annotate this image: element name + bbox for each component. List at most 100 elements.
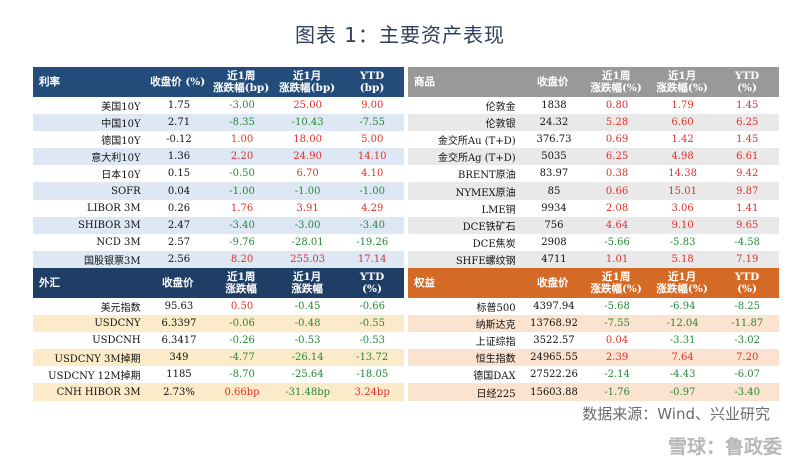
cell-ytd: 3.24bp bbox=[354, 386, 390, 398]
cell-ytd: -8.25 bbox=[734, 301, 761, 313]
cell-week-change: -5.68 bbox=[604, 301, 630, 313]
cell-close: 0.15 bbox=[167, 168, 191, 180]
table-row: SOFR 0.04 -1.00 -1.00 -1.00 bbox=[33, 182, 404, 200]
header-close: 收盘价 (%) bbox=[150, 76, 206, 88]
cell-close: 349 bbox=[169, 352, 189, 364]
table-row: LIBOR 3M 0.26 1.76 3.91 4.29 bbox=[33, 199, 404, 217]
header-month-change: 近1月 涨跌幅(%) bbox=[656, 70, 708, 94]
cell-week-change: -2.14 bbox=[604, 369, 630, 381]
cell-month-change: 3.06 bbox=[671, 202, 694, 214]
cell-close: 756 bbox=[544, 219, 564, 231]
cell-ytd: -19.26 bbox=[356, 236, 389, 248]
cell-name: USDCNY 3M掉期 bbox=[54, 354, 141, 366]
cell-close: 376.73 bbox=[536, 134, 572, 146]
cell-name: USDCNH bbox=[92, 335, 141, 347]
table-row: 意大利10Y 1.36 2.20 24.90 14.10 bbox=[33, 148, 404, 166]
cell-close: 0.04 bbox=[167, 185, 191, 197]
cell-close: 2.71 bbox=[167, 117, 191, 129]
cell-week-change: -8.70 bbox=[229, 369, 255, 381]
cell-name: 金交所Ag (T+D) bbox=[437, 153, 516, 165]
cell-month-change: 4.98 bbox=[671, 151, 694, 163]
table-row: 伦敦金 1838 0.80 1.79 1.45 bbox=[408, 97, 779, 115]
cell-ytd: -0.55 bbox=[359, 318, 386, 330]
equity-panel: 权益 收盘价 近1周 涨跌幅(%) 近1月 涨跌幅(%) YTD (%) 标普500 4397.9… bbox=[408, 268, 779, 401]
cell-name: DCE铁矿石 bbox=[462, 221, 516, 233]
cell-ytd: 9.65 bbox=[736, 219, 759, 231]
cell-week-change: -7.55 bbox=[604, 318, 630, 330]
cell-name: 日本10Y bbox=[101, 170, 141, 182]
cell-close: 1.36 bbox=[167, 151, 191, 163]
cell-month-change: -0.53 bbox=[294, 335, 321, 347]
cell-ytd: -4.58 bbox=[734, 236, 761, 248]
header-name: 利率 bbox=[39, 76, 60, 88]
cell-month-change: -26.14 bbox=[291, 352, 324, 364]
table-row: 纳斯达克 13768.92 -7.55 -12.04 -11.87 bbox=[408, 315, 779, 333]
table-row: SHIBOR 3M 2.47 -3.40 -3.00 -3.40 bbox=[33, 216, 404, 234]
header-name: 商品 bbox=[414, 76, 435, 88]
cell-week-change: 0.04 bbox=[605, 335, 629, 347]
table-body: 美国10Y 1.75 -3.00 25.00 9.00 中国10Y 2.71 -8.35 -10… bbox=[33, 97, 404, 268]
table-row: 日经225 15603.88 -1.76 -0.97 -3.40 bbox=[408, 383, 779, 401]
cell-week-change: -9.76 bbox=[229, 236, 255, 248]
cell-ytd: 5.00 bbox=[361, 134, 384, 146]
cell-ytd: 17.14 bbox=[357, 253, 387, 265]
cell-month-change: -5.83 bbox=[669, 236, 696, 248]
cell-week-change: -8.35 bbox=[229, 117, 255, 129]
header-name: 权益 bbox=[414, 277, 435, 289]
table-row: 恒生指数 24965.55 2.39 7.64 7.20 bbox=[408, 349, 779, 367]
watermark: 雪球：鲁政委 bbox=[667, 436, 782, 458]
header-week-change: 近1周 涨跌幅 bbox=[225, 271, 257, 295]
cell-week-change: -0.50 bbox=[229, 168, 255, 180]
cell-ytd: 6.25 bbox=[736, 117, 759, 129]
cell-week-change: 0.66bp bbox=[224, 386, 260, 398]
table-row: 国股银票3M 2.56 8.20 255.03 17.14 bbox=[33, 250, 404, 268]
cell-name: SHFE螺纹钢 bbox=[455, 255, 516, 267]
cell-week-change: -1.76 bbox=[604, 386, 630, 398]
cell-ytd: -3.40 bbox=[359, 219, 386, 231]
cell-week-change: 2.39 bbox=[605, 352, 629, 364]
cell-name: DCE焦炭 bbox=[472, 238, 516, 250]
cell-name: CNH HIBOR 3M bbox=[56, 386, 141, 398]
table-body: 标普500 4397.94 -5.68 -6.94 -8.25 纳斯达克 13768.92 -… bbox=[408, 298, 779, 401]
cell-name: NCD 3M bbox=[96, 236, 141, 248]
cell-month-change: -1.00 bbox=[294, 185, 321, 197]
cell-month-change: -3.00 bbox=[294, 219, 321, 231]
cell-ytd: 1.41 bbox=[736, 202, 759, 214]
cell-month-change: -0.97 bbox=[669, 386, 696, 398]
cell-month-change: 7.64 bbox=[671, 352, 694, 364]
cell-name: 意大利10Y bbox=[91, 153, 141, 165]
cell-ytd: 1.45 bbox=[736, 134, 759, 146]
table-row: DCE铁矿石 756 4.64 9.10 9.65 bbox=[408, 216, 779, 234]
cell-month-change: 14.38 bbox=[668, 168, 697, 180]
cell-month-change: 25.00 bbox=[293, 100, 322, 112]
cell-name: 美元指数 bbox=[100, 303, 141, 315]
cell-name: LME铜 bbox=[481, 204, 516, 216]
cell-ytd: 9.87 bbox=[736, 185, 759, 197]
table-row: SHFE螺纹钢 4711 1.01 5.18 7.19 bbox=[408, 250, 779, 268]
cell-name: BRENT原油 bbox=[458, 170, 516, 182]
cell-week-change: -4.77 bbox=[229, 352, 255, 364]
cell-ytd: -13.72 bbox=[356, 352, 389, 364]
cell-close: 0.26 bbox=[167, 202, 191, 214]
table-row: 日本10Y 0.15 -0.50 6.70 4.10 bbox=[33, 165, 404, 183]
cell-name: SHIBOR 3M bbox=[78, 219, 141, 231]
cell-week-change: -1.00 bbox=[229, 185, 255, 197]
cell-week-change: 1.00 bbox=[230, 134, 254, 146]
cell-name: USDCNY 12M掉期 bbox=[48, 371, 141, 383]
cell-month-change: 15.01 bbox=[668, 185, 697, 197]
cell-name: 日经225 bbox=[476, 388, 516, 400]
cell-month-change: -3.31 bbox=[669, 335, 696, 347]
cell-close: 4397.94 bbox=[533, 301, 575, 313]
table-body: 伦敦金 1838 0.80 1.79 1.45 伦敦银 24.32 5.28 6.60 6.25 金… bbox=[408, 97, 779, 268]
cell-close: 9934 bbox=[541, 202, 567, 214]
cell-month-change: 1.79 bbox=[671, 100, 694, 112]
table-row: BRENT原油 83.97 0.38 14.38 9.42 bbox=[408, 165, 779, 183]
cell-week-change: -0.26 bbox=[229, 335, 255, 347]
cell-month-change: -31.48bp bbox=[285, 386, 331, 398]
cell-name: LIBOR 3M bbox=[86, 202, 141, 214]
cell-month-change: -28.01 bbox=[291, 236, 324, 248]
cell-month-change: 24.90 bbox=[293, 151, 322, 163]
cell-ytd: 6.61 bbox=[736, 151, 759, 163]
table-row: LME铜 9934 2.08 3.06 1.41 bbox=[408, 199, 779, 217]
cell-week-change: 5.28 bbox=[605, 117, 629, 129]
